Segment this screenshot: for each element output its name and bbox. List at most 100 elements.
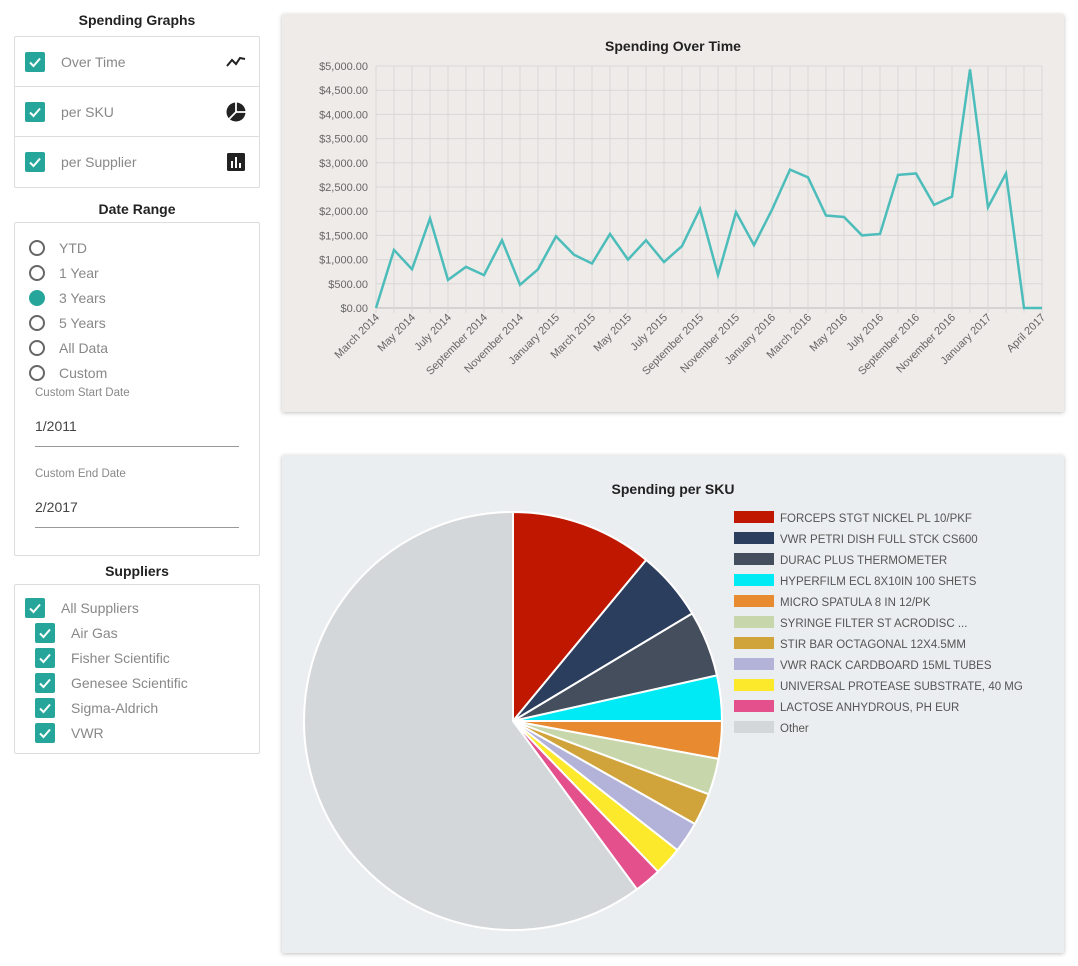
date-option-label: 3 Years bbox=[59, 289, 106, 306]
per-supplier-label: per Supplier bbox=[61, 154, 137, 170]
spending-graphs-title: Spending Graphs bbox=[78, 12, 196, 28]
legend-swatch bbox=[734, 721, 774, 733]
legend-swatch bbox=[734, 700, 774, 712]
y-tick-label: $1,500.00 bbox=[319, 230, 368, 242]
checkmark-icon bbox=[29, 57, 41, 67]
checkmark-icon bbox=[29, 603, 41, 613]
supplier-checkbox[interactable] bbox=[35, 622, 55, 643]
legend-label[interactable]: HYPERFILM ECL 8X10IN 100 SHETS bbox=[780, 576, 977, 588]
legend-label[interactable]: UNIVERSAL PROTEASE SUBSTRATE, 40 MG bbox=[780, 681, 1023, 693]
spending-per-sku-card: Spending per SKU FORCEPS STGT NICKEL PL … bbox=[282, 455, 1064, 953]
radio-button[interactable] bbox=[29, 314, 45, 331]
date-option-label: 1 Year bbox=[59, 264, 99, 281]
per-supplier-checkbox[interactable] bbox=[25, 152, 45, 172]
checkmark-icon bbox=[39, 728, 51, 738]
y-tick-label: $2,000.00 bbox=[319, 206, 368, 218]
per-sku-checkbox[interactable] bbox=[25, 101, 45, 122]
custom-end-date-label: Custom End Date bbox=[35, 468, 126, 480]
legend-label[interactable]: FORCEPS STGT NICKEL PL 10/PKF bbox=[780, 513, 972, 525]
supplier-sigma-aldrich[interactable]: Sigma-Aldrich bbox=[15, 695, 259, 720]
sidebar: Spending Graphs Over Time per SKU per Su… bbox=[14, 0, 260, 754]
spending-graphs-panel: Over Time per SKU per Supplier bbox=[14, 36, 260, 188]
legend-label[interactable]: VWR PETRI DISH FULL STCK CS600 bbox=[780, 534, 978, 546]
supplier-air-gas[interactable]: Air Gas bbox=[15, 620, 259, 645]
legend-swatch bbox=[734, 616, 774, 628]
legend-label[interactable]: MICRO SPATULA 8 IN 12/PK bbox=[780, 597, 931, 609]
legend-label[interactable]: VWR RACK CARDBOARD 15ML TUBES bbox=[780, 660, 992, 672]
supplier-checkbox[interactable] bbox=[25, 597, 45, 618]
y-tick-label: $0.00 bbox=[340, 303, 368, 315]
graph-toggle-per-supplier[interactable]: per Supplier bbox=[15, 137, 259, 187]
over-time-checkbox[interactable] bbox=[25, 51, 45, 72]
legend-swatch bbox=[734, 511, 774, 523]
radio-button[interactable] bbox=[29, 264, 45, 281]
date-option-3-years[interactable]: 3 Years bbox=[15, 285, 259, 310]
y-tick-label: $2,500.00 bbox=[319, 182, 368, 194]
legend-swatch bbox=[734, 595, 774, 607]
x-tick-label: March 2014 bbox=[333, 312, 383, 362]
custom-end-date-field[interactable]: Custom End Date 2/2017 bbox=[35, 468, 239, 528]
supplier-label: Air Gas bbox=[71, 624, 118, 641]
graph-toggle-over-time[interactable]: Over Time bbox=[15, 37, 259, 87]
spending-line-series bbox=[374, 69, 1042, 310]
supplier-fisher-scientific[interactable]: Fisher Scientific bbox=[15, 645, 259, 670]
line-chart-title: Spending Over Time bbox=[605, 38, 741, 54]
supplier-checkbox[interactable] bbox=[35, 722, 55, 743]
suppliers-title: Suppliers bbox=[105, 563, 169, 579]
spending-per-sku-chart: Spending per SKU FORCEPS STGT NICKEL PL … bbox=[303, 481, 1023, 931]
legend-swatch bbox=[734, 658, 774, 670]
spending-over-time-chart: Spending Over Time $0.00 $500.00 $1,000.00… bbox=[319, 38, 1049, 378]
graph-toggle-per-sku[interactable]: per SKU bbox=[15, 87, 259, 137]
pie-chart-icon bbox=[226, 102, 246, 122]
supplier-genesee-scientific[interactable]: Genesee Scientific bbox=[15, 670, 259, 695]
legend-label[interactable]: Other bbox=[780, 723, 809, 735]
radio-button[interactable] bbox=[29, 239, 45, 256]
radio-button[interactable] bbox=[29, 364, 45, 381]
legend-label[interactable]: SYRINGE FILTER ST ACRODISC ... bbox=[780, 618, 967, 630]
legend-swatch bbox=[734, 553, 774, 565]
pie-slice[interactable] bbox=[303, 510, 639, 931]
checkmark-icon bbox=[39, 703, 51, 713]
suppliers-panel: All Suppliers Air Gas Fisher Scientific Gen… bbox=[14, 584, 260, 754]
supplier-label: Genesee Scientific bbox=[71, 674, 188, 691]
radio-button[interactable] bbox=[29, 289, 45, 306]
radio-button[interactable] bbox=[29, 339, 45, 356]
legend-label[interactable]: STIR BAR OCTAGONAL 12X4.5MM bbox=[780, 639, 966, 651]
date-range-panel: YTD 1 Year 3 Years 5 Years All Data Custom Cu… bbox=[14, 222, 260, 556]
date-option-ytd[interactable]: YTD bbox=[15, 235, 259, 260]
y-tick-label: $3,500.00 bbox=[319, 134, 368, 146]
checkmark-icon bbox=[39, 678, 51, 688]
custom-end-date-input[interactable]: 2/2017 bbox=[35, 499, 239, 528]
supplier-vwr[interactable]: VWR bbox=[15, 720, 259, 745]
date-option-custom[interactable]: Custom bbox=[15, 360, 259, 385]
y-tick-label: $4,500.00 bbox=[319, 85, 368, 97]
checkmark-icon bbox=[29, 107, 41, 117]
date-option-label: All Data bbox=[59, 339, 109, 356]
supplier-label: Sigma-Aldrich bbox=[71, 699, 159, 716]
supplier-checkbox[interactable] bbox=[35, 672, 55, 693]
supplier-label: Fisher Scientific bbox=[71, 649, 170, 666]
x-tick-label: May 2014 bbox=[375, 312, 418, 355]
supplier-checkbox[interactable] bbox=[35, 697, 55, 718]
x-tick-label: May 2015 bbox=[591, 312, 634, 355]
date-option-1-year[interactable]: 1 Year bbox=[15, 260, 259, 285]
legend-swatch bbox=[734, 574, 774, 586]
bar-chart-icon bbox=[227, 153, 245, 171]
checkmark-icon bbox=[39, 628, 51, 638]
over-time-label: Over Time bbox=[61, 53, 126, 70]
supplier-label: VWR bbox=[71, 724, 104, 741]
per-sku-label: per SKU bbox=[61, 103, 114, 120]
supplier-checkbox[interactable] bbox=[35, 647, 55, 668]
pie-slice[interactable] bbox=[512, 510, 648, 724]
checkmark-icon bbox=[29, 157, 41, 168]
legend-label[interactable]: LACTOSE ANHYDROUS, PH EUR bbox=[780, 702, 959, 714]
date-option-all-data[interactable]: All Data bbox=[15, 335, 259, 360]
custom-start-date-field[interactable]: Custom Start Date 1/2011 bbox=[35, 387, 239, 447]
legend-label[interactable]: DURAC PLUS THERMOMETER bbox=[780, 555, 947, 567]
custom-start-date-input[interactable]: 1/2011 bbox=[35, 418, 239, 447]
pie-chart-title: Spending per SKU bbox=[612, 481, 735, 497]
x-tick-label: April 2017 bbox=[1005, 312, 1049, 356]
x-tick-label: May 2016 bbox=[807, 312, 850, 355]
supplier-all-suppliers[interactable]: All Suppliers bbox=[15, 595, 259, 620]
date-option-5-years[interactable]: 5 Years bbox=[15, 310, 259, 335]
